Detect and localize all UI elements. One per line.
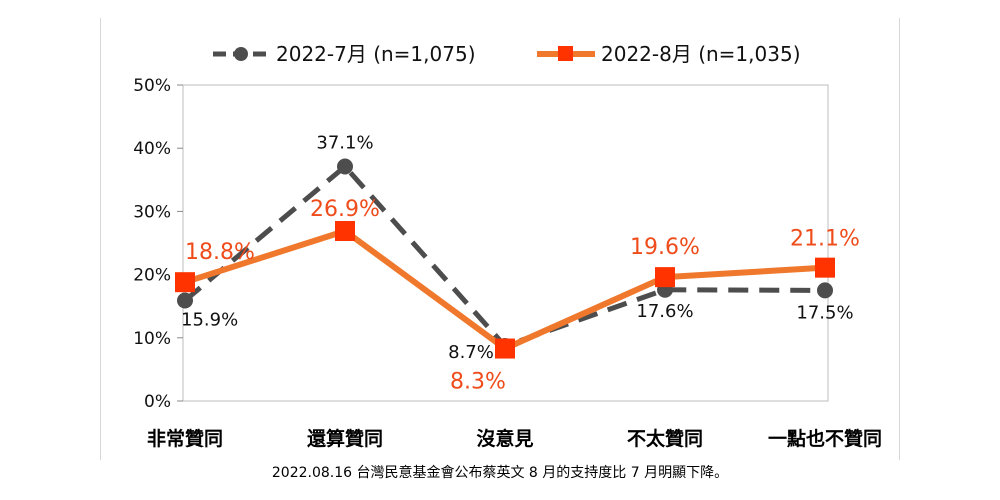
y-axis: 0% 10% 20% 30% 40% 50% [133, 76, 183, 412]
data-label-aug: 21.1% [790, 227, 860, 252]
legend: 2022-7月 (n=1,075) 2022-8月 (n=1,035) [213, 42, 801, 66]
x-category-label: 非常贊同 [147, 427, 223, 450]
data-label-jul: 15.9% [181, 310, 238, 331]
data-point-jul [177, 292, 193, 309]
line-chart: 2022-7月 (n=1,075) 2022-8月 (n=1,035) 0% 10%… [133, 42, 882, 450]
series-layer [175, 158, 835, 359]
data-point-aug [335, 220, 355, 241]
data-label-jul: 37.1% [316, 133, 373, 154]
data-point-jul [337, 158, 353, 175]
data-point-jul [817, 282, 833, 299]
series-line-jul [183, 164, 826, 349]
x-category-label: 不太贊同 [627, 427, 703, 450]
data-point-aug [495, 338, 515, 359]
data-label-aug: 19.6% [630, 235, 700, 260]
y-tick-label: 20% [133, 266, 171, 286]
y-tick-label: 40% [133, 139, 171, 159]
x-category-label: 一點也不贊同 [768, 427, 882, 450]
data-point-aug [175, 272, 195, 293]
y-tick-label: 10% [133, 329, 171, 349]
data-label-aug: 26.9% [310, 197, 380, 222]
data-label-jul: 17.5% [796, 302, 853, 323]
chart-caption: 2022.08.16 台灣民意基金會公布蔡英文 8 月的支持度比 7 月明顯下降… [271, 465, 729, 481]
data-label-jul: 8.7% [448, 342, 494, 363]
chart-frame [100, 18, 900, 460]
plot-area [182, 84, 829, 402]
x-category-label: 還算贊同 [307, 427, 383, 450]
data-label-aug: 18.8% [185, 240, 255, 265]
legend-label-jul: 2022-7月 (n=1,075) [276, 42, 476, 66]
y-tick-label: 30% [133, 202, 171, 222]
data-point-aug [815, 257, 835, 278]
data-labels: 15.9% 37.1% 8.7% 17.6% 17.5% 18.8% 26.9% 8.3% 19… [181, 133, 860, 395]
legend-marker-aug [558, 46, 573, 61]
legend-label-aug: 2022-8月 (n=1,035) [601, 42, 801, 66]
y-tick-label: 50% [133, 76, 171, 96]
data-label-jul: 17.6% [636, 301, 693, 322]
legend-marker-jul [234, 47, 248, 61]
data-label-aug: 8.3% [450, 370, 506, 395]
x-axis: 非常贊同 還算贊同 沒意見 不太贊同 一點也不贊同 [147, 427, 882, 450]
x-category-label: 沒意見 [476, 427, 533, 450]
data-point-aug [655, 267, 675, 288]
y-tick-label: 0% [144, 392, 171, 412]
